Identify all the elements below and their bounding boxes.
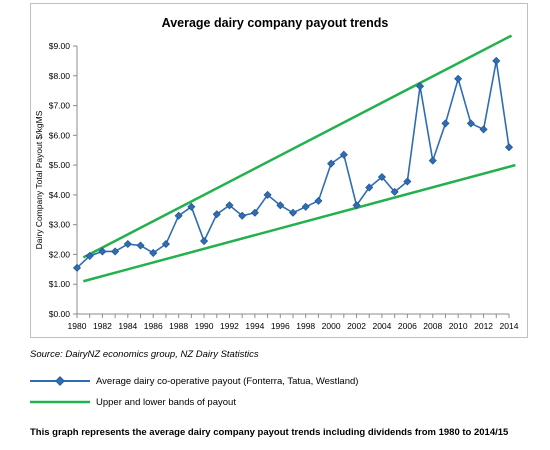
x-tick-label: 2008 <box>423 321 442 331</box>
y-tick-label: $1.00 <box>49 279 71 289</box>
data-point-marker <box>72 263 82 272</box>
data-point-marker <box>403 177 412 186</box>
x-tick-label: 2014 <box>500 321 519 331</box>
data-point-marker <box>339 150 348 159</box>
lower-band-line <box>83 163 516 283</box>
legend-item-bands: Upper and lower bands of payout <box>30 395 236 409</box>
data-point-marker <box>365 183 374 192</box>
data-point-marker <box>98 247 107 256</box>
y-tick-label: $5.00 <box>49 160 71 170</box>
data-point-marker <box>263 190 272 199</box>
x-tick-label: 1994 <box>245 321 264 331</box>
y-tick-label: $9.00 <box>49 41 71 51</box>
legend-bands-swatch <box>30 400 90 404</box>
data-point-marker <box>111 247 120 256</box>
y-axis-title: Dairy Company Total Payout $/kgMS <box>34 110 44 249</box>
source-note: Source: DairyNZ economics group, NZ Dair… <box>30 349 259 360</box>
data-point-marker <box>161 239 170 249</box>
data-point-marker <box>352 201 361 210</box>
data-point-marker <box>314 196 323 205</box>
data-point-marker <box>416 82 425 91</box>
y-tick-label: $0.00 <box>49 309 71 319</box>
x-tick-label: 2000 <box>322 321 341 331</box>
data-point-marker <box>466 119 475 128</box>
data-point-marker <box>212 210 221 219</box>
data-point-marker <box>428 156 437 165</box>
line-chart: Average dairy company payout trends $0.00… <box>34 16 519 331</box>
data-point-marker <box>123 239 132 249</box>
data-point-marker <box>390 187 399 196</box>
y-tick-label: $7.00 <box>49 101 71 111</box>
x-tick-label: 1990 <box>195 321 214 331</box>
payout-series-line <box>76 60 510 269</box>
data-point-marker <box>276 201 285 210</box>
x-tick-label: 1998 <box>296 321 315 331</box>
data-point-marker <box>85 251 94 260</box>
x-tick-label: 2006 <box>398 321 417 331</box>
y-tick-label: $6.00 <box>49 130 71 140</box>
data-point-marker <box>174 211 183 220</box>
x-tick-label: 1984 <box>118 321 137 331</box>
data-point-marker <box>149 248 158 257</box>
x-tick-label: 1986 <box>144 321 163 331</box>
data-point-marker <box>225 201 234 210</box>
x-tick-label: 2012 <box>474 321 493 331</box>
upper-band-line <box>82 34 513 259</box>
legend-payout-swatch <box>30 376 90 386</box>
chart-title: Average dairy company payout trends <box>162 16 389 30</box>
data-point-marker <box>187 202 196 211</box>
y-tick-label: $3.00 <box>49 220 71 230</box>
legend-payout-label: Average dairy co-operative payout (Fonte… <box>96 375 359 387</box>
x-tick-label: 1982 <box>93 321 112 331</box>
x-tick-label: 2004 <box>372 321 391 331</box>
y-tick-label: $2.00 <box>49 249 71 259</box>
data-point-marker <box>200 237 209 246</box>
data-point-marker <box>504 143 514 152</box>
x-tick-label: 2002 <box>347 321 366 331</box>
data-point-marker <box>288 208 298 217</box>
chart-frame <box>30 3 528 338</box>
legend-bands-label: Upper and lower bands of payout <box>96 396 236 408</box>
data-point-marker <box>327 159 336 168</box>
data-point-marker <box>441 119 450 128</box>
data-point-marker <box>136 241 145 250</box>
data-point-marker <box>238 211 247 220</box>
x-tick-label: 1988 <box>169 321 188 331</box>
y-tick-label: $4.00 <box>49 190 71 200</box>
data-point-marker <box>454 74 463 83</box>
y-tick-label: $8.00 <box>49 71 71 81</box>
x-tick-label: 1996 <box>271 321 290 331</box>
data-point-marker <box>377 172 386 182</box>
x-tick-label: 2010 <box>449 321 468 331</box>
data-point-marker <box>250 208 259 217</box>
data-point-marker <box>301 202 310 211</box>
data-point-marker <box>479 125 488 134</box>
data-point-marker <box>492 56 501 65</box>
legend-item-payout: Average dairy co-operative payout (Fonte… <box>30 374 358 388</box>
caption: This graph represents the average dairy … <box>30 427 509 438</box>
x-tick-label: 1980 <box>68 321 87 331</box>
x-tick-label: 1992 <box>220 321 239 331</box>
